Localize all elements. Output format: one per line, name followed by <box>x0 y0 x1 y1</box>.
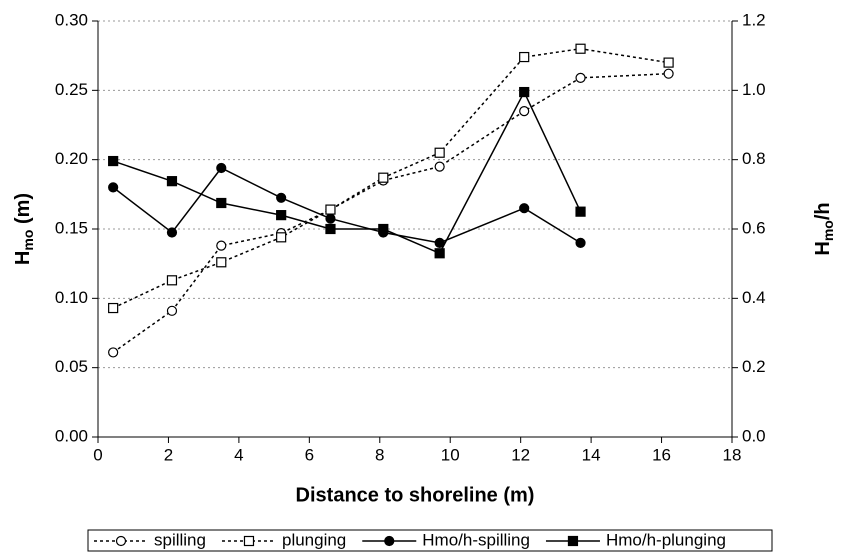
legend-label: Hmo/h-plunging <box>606 530 726 549</box>
marker <box>166 275 178 286</box>
marker <box>216 240 227 251</box>
x-tick-label: 18 <box>723 445 742 464</box>
marker <box>325 204 336 215</box>
marker <box>108 302 119 314</box>
marker <box>166 176 178 187</box>
marker <box>216 162 227 174</box>
marker <box>108 155 119 167</box>
x-tick-label: 8 <box>375 445 384 464</box>
marker <box>325 223 336 235</box>
series-line <box>112 167 581 244</box>
x-tick-label: 0 <box>93 445 102 464</box>
legend-marker <box>243 535 255 547</box>
y2-tick-label: 1.2 <box>742 10 766 29</box>
x-tick-label: 10 <box>441 445 460 464</box>
marker <box>166 305 178 316</box>
marker <box>434 248 445 259</box>
marker <box>216 197 227 209</box>
x-axis-title: Distance to shoreline (m) <box>296 484 535 506</box>
y-tick-label: 0.20 <box>55 149 88 168</box>
y2-axis-title: Hmo/h <box>812 202 835 255</box>
marker <box>434 161 445 172</box>
legend-label: spilling <box>154 530 206 549</box>
y2-tick-label: 0.4 <box>742 288 766 307</box>
legend-marker <box>384 535 395 547</box>
marker <box>519 86 530 98</box>
y2-tick-label: 1.0 <box>742 80 766 99</box>
marker <box>663 57 674 68</box>
y-tick-label: 0.05 <box>55 357 88 376</box>
marker <box>575 237 586 248</box>
marker <box>575 43 586 54</box>
x-tick-label: 6 <box>305 445 314 464</box>
marker <box>378 172 389 183</box>
x-tick-label: 4 <box>234 445 243 464</box>
y-tick-label: 0.10 <box>55 288 88 307</box>
legend-label: Hmo/h-spilling <box>422 530 530 549</box>
marker <box>663 68 674 79</box>
marker <box>434 147 445 158</box>
marker <box>575 72 586 83</box>
legend: spilling plunging Hmo/h-spilling Hmo/h-plun… <box>87 529 773 552</box>
marker <box>519 106 530 117</box>
marker <box>108 182 119 193</box>
y-tick-label: 0.00 <box>55 426 88 445</box>
y2-tick-label: 0.8 <box>742 149 766 168</box>
marker <box>166 227 178 238</box>
marker <box>216 257 227 268</box>
marker <box>108 347 119 358</box>
x-tick-label: 12 <box>511 445 530 464</box>
marker <box>519 51 530 63</box>
y-tick-label: 0.15 <box>55 218 88 237</box>
marker <box>276 192 287 203</box>
legend-marker <box>567 535 579 547</box>
marker <box>325 213 336 224</box>
y2-tick-label: 0.0 <box>742 426 766 445</box>
x-tick-label: 2 <box>164 445 173 464</box>
y-tick-label: 0.30 <box>55 10 88 29</box>
legend-box <box>87 529 773 552</box>
marker <box>276 232 287 243</box>
series-line <box>112 47 669 309</box>
marker <box>276 210 287 221</box>
x-tick-label: 14 <box>582 445 601 464</box>
legend-label: plunging <box>282 530 346 549</box>
marker <box>519 203 530 214</box>
y2-tick-label: 0.6 <box>742 218 766 237</box>
legend-marker <box>115 535 127 547</box>
x-tick-label: 16 <box>652 445 671 464</box>
marker <box>434 237 445 248</box>
y-axis-title: Hmo (m) <box>12 193 35 265</box>
y2-tick-label: 0.2 <box>742 357 766 376</box>
marker <box>378 223 389 235</box>
y-tick-label: 0.25 <box>55 80 88 99</box>
marker <box>575 206 586 217</box>
